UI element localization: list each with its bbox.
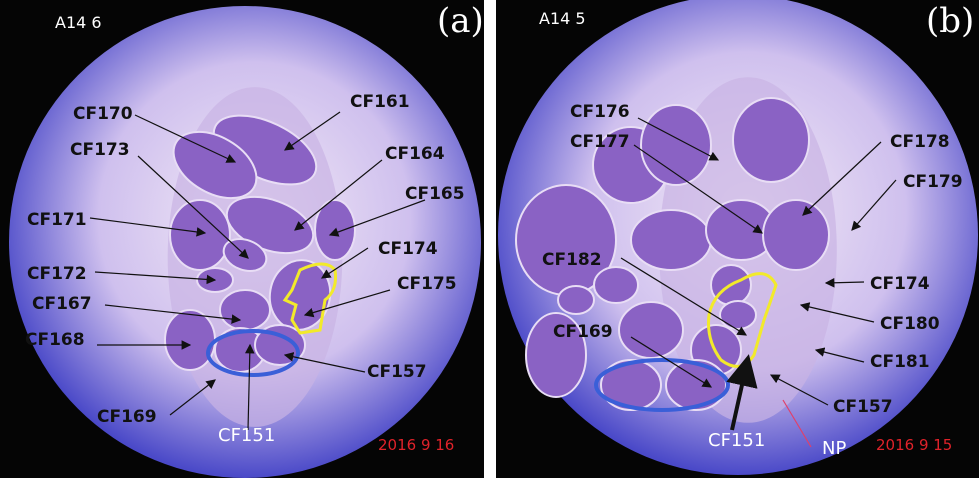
yellow-outline [282, 262, 337, 335]
leader-line [134, 114, 237, 163]
nerve-fascicle [719, 300, 757, 330]
fascicle-label: CF157 [833, 397, 893, 417]
fascicle-label: CF182 [542, 250, 602, 270]
leader-line [824, 277, 865, 288]
fascicle-label: CF173 [70, 140, 130, 160]
cf151-label: CF151 [218, 425, 275, 446]
nerve-fascicle [600, 359, 662, 411]
fascicle-label: CF168 [25, 330, 85, 350]
leader-line [328, 199, 426, 237]
nerve-fascicle [172, 130, 258, 200]
panel-a: CF161 CF170 CF173 CF164 CF165 CF171 CF174 CF172… [0, 0, 484, 478]
fascicle-label: CF164 [385, 144, 445, 164]
leader-line [104, 304, 242, 324]
panel-tag: (a) [437, 1, 484, 41]
leader-line [802, 141, 882, 216]
nerve-fascicle [525, 312, 587, 398]
sample-id: A14 6 [55, 13, 102, 32]
nerve-fascicle [169, 199, 231, 271]
blue-outline [206, 329, 300, 377]
leader-line [799, 302, 875, 323]
panel-b: CF176 CF177 CF178 CF179 CF182 CF174 CF180 CF169… [496, 0, 979, 478]
nerve-fascicle [732, 97, 810, 183]
fascicle-label: CF172 [27, 264, 87, 284]
leader-line [637, 117, 720, 161]
leader-line [284, 111, 341, 151]
leader-line [633, 144, 763, 234]
leader-line [630, 336, 713, 388]
leader-line [283, 352, 366, 373]
leader-line [851, 179, 897, 231]
leader-line [94, 271, 217, 285]
leader-line [294, 159, 383, 231]
leader-line [169, 379, 216, 416]
sample-id: A14 5 [539, 9, 586, 28]
leader-line [320, 247, 369, 279]
fascicle-label: CF174 [870, 274, 930, 294]
fascicle-label: CF178 [890, 132, 950, 152]
fascicle-label: CF177 [570, 132, 630, 152]
nerve-fascicle [557, 285, 595, 315]
date-stamp: 2016 9 15 [876, 436, 952, 454]
nerve-fascicle [762, 199, 830, 271]
fascicle-label: CF179 [903, 172, 963, 192]
date-stamp: 2016 9 16 [378, 436, 454, 454]
fascicle-label: CF165 [405, 184, 465, 204]
nerve-fascicle [164, 309, 216, 371]
fascicle-label: CF180 [880, 314, 940, 334]
cf151-label: CF151 [708, 430, 765, 451]
nerve-fascicle [665, 359, 727, 411]
np-label: NP [822, 438, 846, 459]
fascicle-label: CF174 [378, 239, 438, 259]
fascicle-label: CF181 [870, 352, 930, 372]
nerve-fascicle [593, 266, 639, 304]
fascicle-label: CF170 [73, 104, 133, 124]
cf151-arrow [726, 354, 758, 431]
leader-line [620, 257, 748, 336]
nerve-fascicle [630, 209, 712, 271]
leader-line [89, 217, 207, 237]
leader-line [814, 347, 865, 363]
leader-line [137, 155, 249, 259]
nerve-fascicle [618, 301, 684, 359]
fascicle-label: CF167 [32, 294, 92, 314]
nerve-fascicle [640, 104, 712, 186]
leader-line [769, 374, 829, 406]
fascicle-label: CF176 [570, 102, 630, 122]
fascicle-label: CF171 [27, 210, 87, 230]
fascicle-label: CF175 [397, 274, 457, 294]
leader-line [303, 289, 391, 318]
panel-tag: (b) [926, 1, 974, 41]
cf151-arrow [245, 343, 255, 431]
fascicle-label: CF169 [97, 407, 157, 427]
fascicle-label: CF157 [367, 362, 427, 382]
np-arrow [782, 399, 812, 448]
fascicle-label: CF169 [553, 322, 613, 342]
fascicle-label: CF161 [350, 92, 410, 112]
nerve-fascicle [219, 289, 271, 331]
